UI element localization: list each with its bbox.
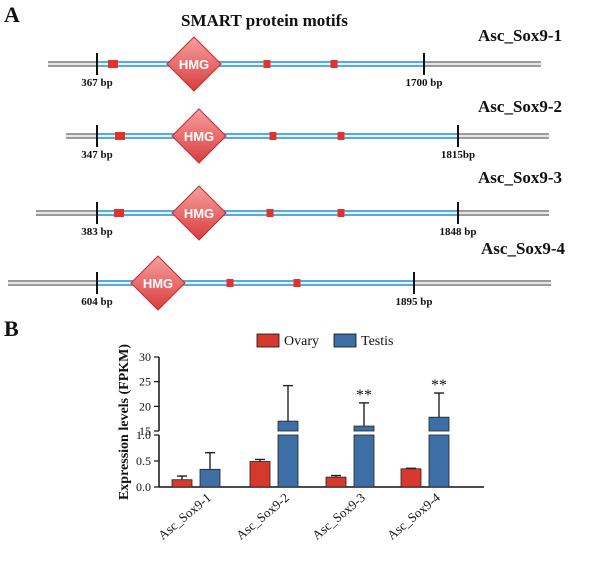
coding-region-highlight: [97, 63, 424, 65]
bar: [353, 425, 375, 432]
cds-end-label: 1700 bp: [406, 77, 443, 89]
motif-box: [330, 60, 338, 68]
x-tick-label: Asc_Sox9-1: [155, 490, 214, 543]
cds-start-label: 367 bp: [81, 77, 113, 89]
bar: [400, 468, 422, 488]
hmg-domain-icon: [130, 255, 186, 311]
bar: [199, 468, 221, 488]
hmg-domain-label: HMG: [143, 276, 173, 291]
motif-box: [263, 60, 271, 68]
motif-box: [114, 209, 124, 217]
bar: [353, 434, 375, 488]
gene-diagrams: HMG Asc_Sox9-1 367 bp 1700 bp HMG Asc_Sox9-2 3…: [8, 26, 566, 311]
bar: [171, 479, 193, 488]
cds-end-label: 1815bp: [441, 149, 475, 161]
hmg-domain-label: HMG: [184, 206, 214, 221]
bar: [428, 434, 450, 488]
panel-a-title: SMART protein motifs: [181, 11, 348, 30]
hmg-domain-icon: [171, 108, 227, 164]
y-tick-label: 30: [139, 350, 151, 364]
gene-name: Asc_Sox9-4: [481, 239, 566, 258]
gene-name: Asc_Sox9-3: [478, 168, 562, 187]
hmg-domain-icon: [166, 36, 222, 92]
cds-end-label: 1895 bp: [396, 296, 433, 308]
gene-diagram: HMG Asc_Sox9-4 604 bp 1895 bp: [8, 239, 566, 311]
gene-name: Asc_Sox9-2: [478, 97, 562, 116]
motif-box: [337, 209, 345, 217]
gene-diagram: HMG Asc_Sox9-1 367 bp 1700 bp: [48, 26, 562, 92]
motif-box: [293, 279, 301, 287]
x-tick-label: Asc_Sox9-3: [309, 490, 368, 543]
legend-swatch: [333, 333, 357, 348]
significance-marker: **: [356, 387, 372, 404]
motif-box: [337, 132, 345, 140]
hmg-domain-icon: [171, 185, 227, 241]
gene-diagram: HMG Asc_Sox9-3 383 bp 1848 bp: [36, 168, 562, 241]
motif-box: [266, 209, 274, 217]
motif-box: [108, 60, 118, 68]
y-tick-label: 15: [139, 424, 151, 438]
panel-a: A SMART protein motifs HMG Asc_Sox9-1 367 …: [4, 2, 566, 311]
motif-box: [269, 132, 277, 140]
motif-box: [226, 279, 234, 287]
significance-marker: **: [431, 377, 447, 394]
panel-b: B 15 20 25 30 0.0 0.5 1.0 Expression levels (FP…: [4, 316, 484, 543]
y-axis-label: Expression levels (FPKM): [117, 344, 132, 500]
coding-region-highlight: [97, 282, 414, 284]
bar: [249, 461, 271, 488]
motif-box: [115, 132, 125, 140]
legend-swatch: [256, 333, 280, 348]
x-tick-label: Asc_Sox9-4: [384, 489, 443, 542]
panel-b-letter: B: [4, 316, 19, 341]
y-tick-label: 0.5: [136, 454, 151, 468]
y-tick-label: 25: [139, 375, 151, 389]
gene-name: Asc_Sox9-1: [478, 26, 562, 45]
bar: [325, 476, 347, 488]
hmg-domain-label: HMG: [179, 57, 209, 72]
expression-chart: 15 20 25 30 0.0 0.5 1.0 Expression levels (FPKM…: [117, 333, 484, 543]
bar: [277, 420, 299, 432]
cds-start-label: 383 bp: [81, 226, 113, 238]
coding-region-highlight: [97, 212, 458, 214]
x-tick-label: Asc_Sox9-2: [233, 490, 292, 543]
cds-start-label: 604 bp: [81, 296, 113, 308]
legend-label: Testis: [361, 334, 393, 349]
bar: [428, 416, 450, 432]
bar: [277, 434, 299, 488]
y-tick-label: 1.0: [136, 428, 151, 442]
legend-label: Ovary: [284, 334, 319, 349]
cds-start-label: 347 bp: [81, 149, 113, 161]
coding-region-highlight: [97, 135, 458, 137]
y-tick-label: 20: [139, 399, 151, 413]
gene-diagram: HMG Asc_Sox9-2 347 bp 1815bp: [66, 97, 562, 164]
y-tick-label: 0.0: [136, 480, 151, 494]
panel-a-letter: A: [4, 2, 20, 27]
hmg-domain-label: HMG: [184, 129, 214, 144]
cds-end-label: 1848 bp: [440, 226, 477, 238]
